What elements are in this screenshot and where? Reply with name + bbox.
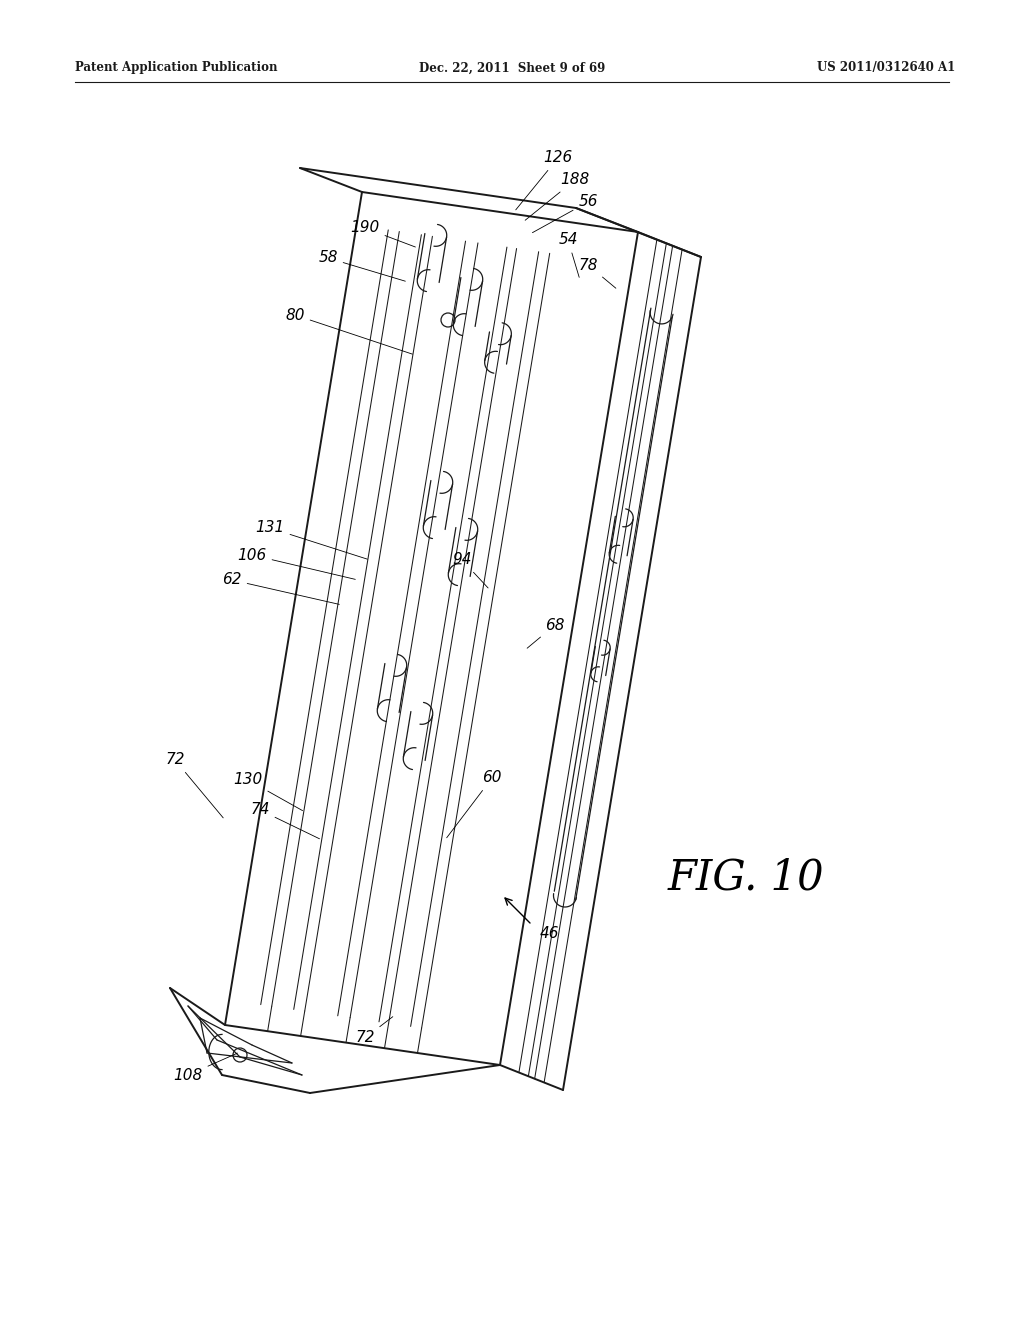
Text: 131: 131 — [255, 520, 368, 560]
Text: Patent Application Publication: Patent Application Publication — [75, 62, 278, 74]
Text: 190: 190 — [350, 220, 416, 247]
Text: 72: 72 — [355, 1016, 393, 1045]
Text: 72: 72 — [165, 752, 223, 818]
Text: FIG. 10: FIG. 10 — [668, 857, 824, 899]
Text: US 2011/0312640 A1: US 2011/0312640 A1 — [817, 62, 955, 74]
Text: 58: 58 — [318, 251, 406, 281]
Text: 54: 54 — [558, 232, 580, 277]
Text: 74: 74 — [250, 803, 319, 838]
Text: 130: 130 — [233, 772, 302, 810]
Text: 78: 78 — [579, 257, 615, 288]
Text: Dec. 22, 2011  Sheet 9 of 69: Dec. 22, 2011 Sheet 9 of 69 — [419, 62, 605, 74]
Text: 62: 62 — [222, 573, 339, 605]
Text: 126: 126 — [516, 150, 572, 210]
Text: 94: 94 — [453, 553, 488, 587]
Text: 80: 80 — [286, 308, 413, 354]
Text: 60: 60 — [446, 771, 502, 838]
Text: 108: 108 — [173, 1053, 238, 1082]
Text: 188: 188 — [525, 173, 590, 220]
Text: 46: 46 — [540, 925, 559, 940]
Text: 56: 56 — [532, 194, 598, 232]
Text: 68: 68 — [527, 618, 565, 648]
Text: 106: 106 — [238, 548, 355, 579]
